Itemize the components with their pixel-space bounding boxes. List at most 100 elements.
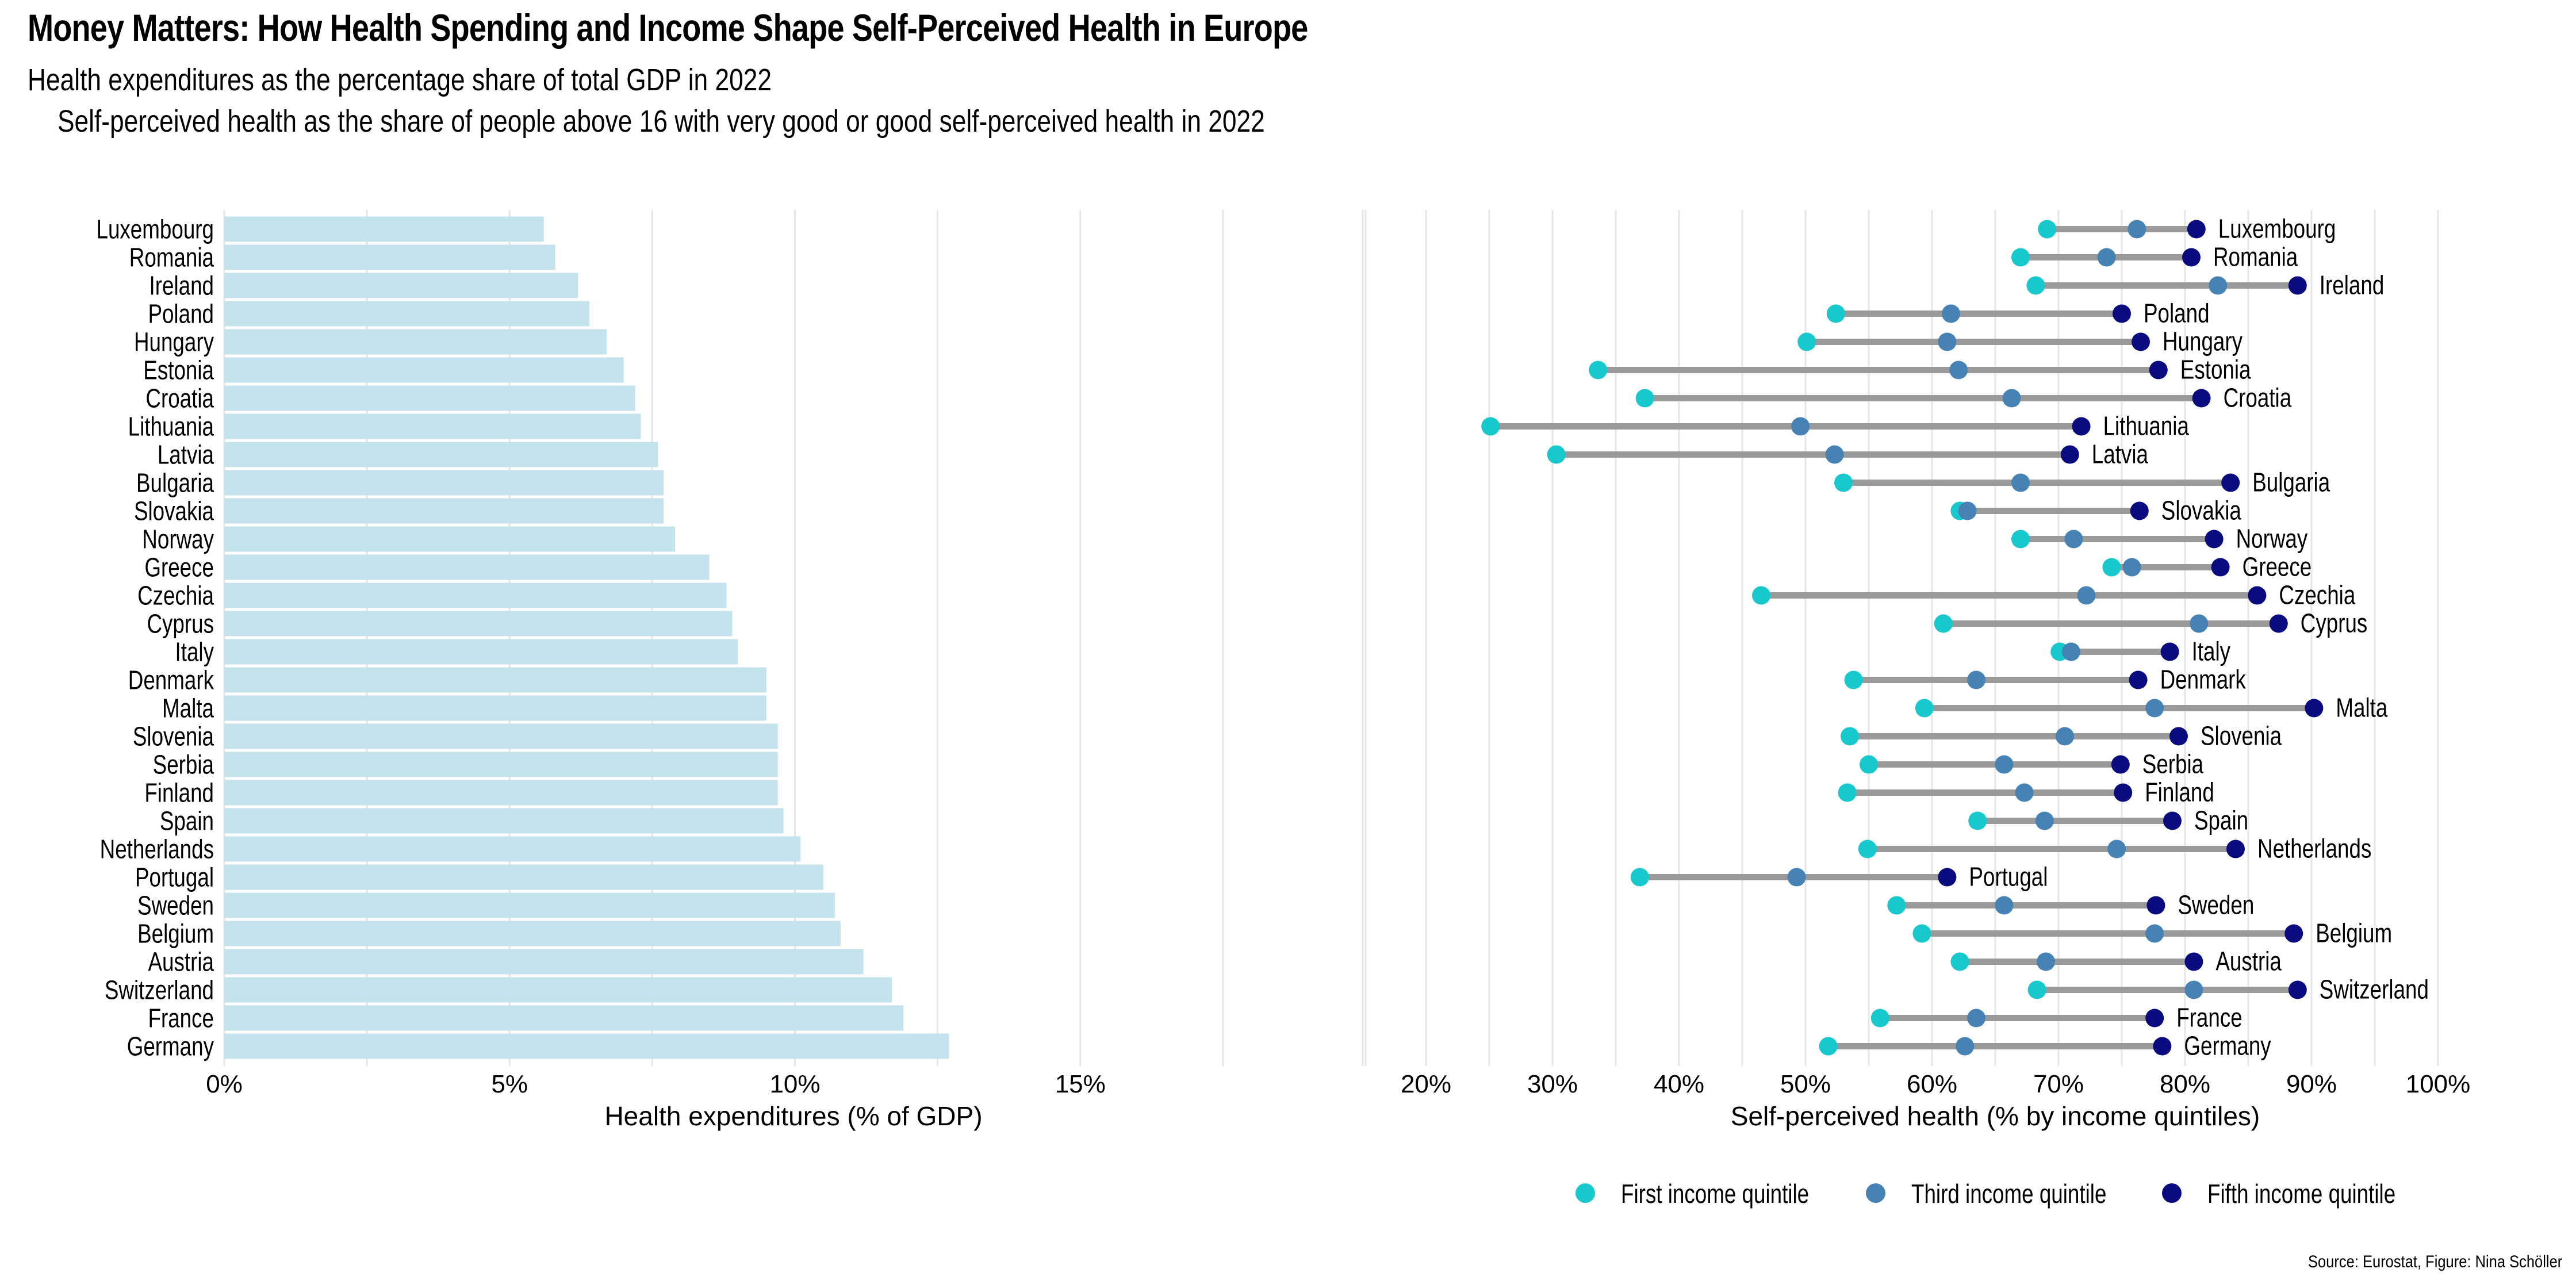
dot-fifth-quintile bbox=[2284, 924, 2303, 943]
dot-fifth-quintile bbox=[2288, 980, 2307, 999]
bar-x-tick-label: 10% bbox=[769, 1070, 820, 1098]
dot-third-quintile bbox=[2002, 389, 2021, 408]
dot-country-label: Hungary bbox=[2163, 327, 2242, 356]
dot-first-quintile bbox=[1844, 670, 1863, 689]
bar-switzerland bbox=[224, 977, 892, 1003]
bar-category-label: Croatia bbox=[145, 384, 214, 413]
dot-fifth-quintile bbox=[2153, 1037, 2172, 1056]
bar-estonia bbox=[224, 357, 624, 383]
dot-third-quintile bbox=[1995, 755, 2014, 774]
legend-label: Third income quintile bbox=[1911, 1179, 2106, 1209]
dot-third-quintile bbox=[2035, 811, 2054, 830]
dot-fifth-quintile bbox=[2132, 332, 2150, 351]
dot-third-quintile bbox=[2064, 530, 2083, 549]
dot-first-quintile bbox=[1950, 952, 1969, 971]
bar-x-axis-title: Health expenditures (% of GDP) bbox=[604, 1101, 982, 1131]
bar-category-label: Sweden bbox=[137, 891, 214, 921]
bar-france bbox=[224, 1005, 904, 1031]
dot-first-quintile bbox=[1934, 614, 1953, 633]
bar-portugal bbox=[224, 864, 824, 890]
bar-category-label: Luxembourg bbox=[96, 214, 214, 244]
legend-marker-fifth bbox=[2162, 1183, 2182, 1203]
dot-third-quintile bbox=[2011, 473, 2030, 492]
bar-latvia bbox=[224, 442, 658, 467]
dot-third-quintile bbox=[1938, 332, 1957, 351]
dot-first-quintile bbox=[1870, 1009, 1889, 1028]
dot-x-tick-label: 30% bbox=[1527, 1070, 1578, 1098]
bar-category-label: Portugal bbox=[135, 862, 214, 892]
bar-slovakia bbox=[224, 498, 664, 524]
dot-x-axis-title: Self-perceived health (% by income quint… bbox=[1731, 1101, 2260, 1131]
bar-romania bbox=[224, 244, 555, 270]
dot-first-quintile bbox=[1826, 304, 1845, 323]
dot-country-label: Malta bbox=[2336, 693, 2388, 723]
dot-first-quintile bbox=[2102, 558, 2121, 577]
bar-category-label: Denmark bbox=[128, 665, 214, 695]
dot-fifth-quintile bbox=[2205, 530, 2224, 549]
legend-label: First income quintile bbox=[1621, 1179, 1809, 1209]
bar-x-tick-label: 5% bbox=[491, 1070, 528, 1098]
dot-country-label: Switzerland bbox=[2320, 975, 2429, 1005]
dot-country-label: Cyprus bbox=[2301, 608, 2368, 638]
dot-third-quintile bbox=[2128, 220, 2146, 239]
bar-denmark bbox=[224, 667, 766, 693]
dot-fifth-quintile bbox=[2182, 248, 2201, 267]
dot-third-quintile bbox=[2122, 558, 2141, 577]
dot-first-quintile bbox=[2026, 276, 2045, 295]
dot-country-label: Finland bbox=[2145, 777, 2214, 807]
bar-category-label: Netherlands bbox=[100, 834, 214, 864]
dot-fifth-quintile bbox=[2114, 783, 2133, 802]
dot-fifth-quintile bbox=[2129, 670, 2148, 689]
dot-fifth-quintile bbox=[2160, 642, 2179, 661]
bar-hungary bbox=[224, 329, 607, 355]
dot-country-label: Germany bbox=[2184, 1031, 2271, 1061]
bar-category-label: Serbia bbox=[153, 750, 214, 780]
bar-netherlands bbox=[224, 836, 801, 862]
dot-fifth-quintile bbox=[2187, 220, 2206, 239]
dot-fifth-quintile bbox=[2288, 276, 2307, 295]
dot-fifth-quintile bbox=[1938, 868, 1957, 887]
source-caption: Source: Eurostat, Figure: Nina Schöller bbox=[2307, 1252, 2562, 1271]
bar-category-label: Belgium bbox=[137, 919, 214, 949]
bar-category-label: Ireland bbox=[150, 271, 214, 301]
bar-category-label: Malta bbox=[162, 693, 214, 723]
dot-country-label: Latvia bbox=[2092, 439, 2149, 469]
dot-third-quintile bbox=[1956, 1037, 1975, 1056]
dot-fifth-quintile bbox=[2184, 952, 2203, 971]
bar-category-label: Romania bbox=[129, 243, 214, 273]
dot-fifth-quintile bbox=[2149, 361, 2168, 379]
dot-country-label: Estonia bbox=[2180, 355, 2251, 385]
dot-third-quintile bbox=[1942, 304, 1960, 323]
dot-first-quintile bbox=[1630, 868, 1649, 887]
bar-belgium bbox=[224, 921, 841, 946]
bar-category-label: France bbox=[148, 1003, 214, 1033]
dot-fifth-quintile bbox=[2192, 389, 2211, 408]
dot-third-quintile bbox=[2107, 839, 2126, 858]
dot-first-quintile bbox=[1915, 699, 1934, 718]
dot-first-quintile bbox=[1887, 896, 1906, 915]
bar-category-label: Slovenia bbox=[133, 722, 214, 752]
bar-ireland bbox=[224, 273, 578, 298]
dot-country-label: Romania bbox=[2213, 242, 2298, 272]
dot-country-label: Lithuania bbox=[2103, 411, 2190, 441]
dot-country-label: Sweden bbox=[2178, 890, 2254, 920]
bar-category-label: Switzerland bbox=[105, 975, 214, 1005]
dot-x-tick-label: 90% bbox=[2286, 1070, 2337, 1098]
bar-category-label: Norway bbox=[142, 524, 214, 554]
bar-bulgaria bbox=[224, 470, 664, 496]
dot-fifth-quintile bbox=[2305, 699, 2324, 718]
dot-x-tick-label: 50% bbox=[1780, 1070, 1831, 1098]
bar-category-label: Austria bbox=[148, 947, 214, 977]
dot-first-quintile bbox=[1858, 839, 1877, 858]
bar-category-label: Italy bbox=[175, 637, 214, 667]
dot-country-label: Serbia bbox=[2142, 749, 2204, 779]
dot-third-quintile bbox=[2062, 642, 2080, 661]
dot-country-label: Greece bbox=[2242, 552, 2312, 582]
dot-third-quintile bbox=[2190, 614, 2209, 633]
dot-fifth-quintile bbox=[2163, 811, 2182, 830]
bar-x-tick-label: 0% bbox=[206, 1070, 243, 1098]
dot-country-label: Czechia bbox=[2279, 580, 2356, 610]
bar-spain bbox=[224, 808, 784, 834]
dot-country-label: Croatia bbox=[2224, 383, 2292, 413]
